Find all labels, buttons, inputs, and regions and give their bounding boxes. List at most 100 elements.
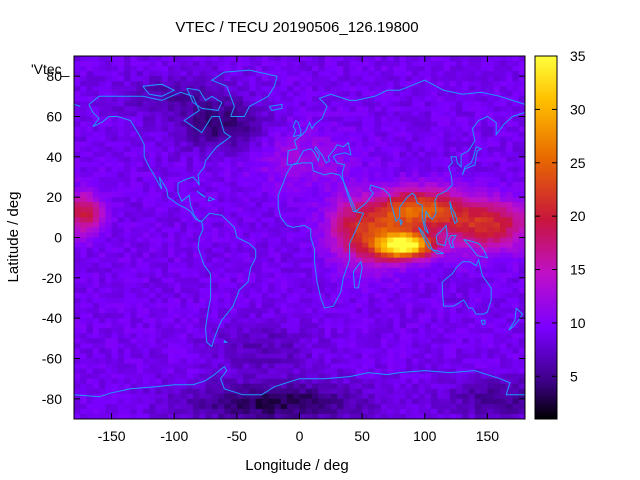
heatmap-cell xyxy=(418,116,426,123)
heatmap-cell xyxy=(105,156,113,163)
heatmap-cell xyxy=(468,202,476,208)
heatmap-cell xyxy=(431,66,438,72)
heatmap-cell xyxy=(405,101,413,108)
heatmap-cell xyxy=(149,242,157,249)
heatmap-cell xyxy=(80,368,88,375)
heatmap-cell xyxy=(111,56,119,62)
heatmap-cell xyxy=(449,378,457,385)
heatmap-cell xyxy=(117,61,125,67)
heatmap-cell xyxy=(337,56,344,62)
heatmap-cell xyxy=(462,398,470,405)
heatmap-cell xyxy=(117,66,125,72)
heatmap-cell xyxy=(74,373,81,380)
heatmap-cell xyxy=(493,212,501,218)
heatmap-cell xyxy=(449,192,457,198)
heatmap-cell xyxy=(468,222,476,229)
heatmap-cell xyxy=(368,212,376,218)
heatmap-cell xyxy=(368,187,376,193)
heatmap-cell xyxy=(230,308,238,314)
heatmap-cell xyxy=(368,303,376,309)
heatmap-cell xyxy=(380,111,388,118)
heatmap-cell xyxy=(230,368,238,375)
heatmap-cell xyxy=(261,252,269,259)
heatmap-cell xyxy=(111,187,119,193)
heatmap-cell xyxy=(230,111,238,118)
heatmap-cell xyxy=(180,287,188,294)
heatmap-cell xyxy=(418,388,426,395)
heatmap-cell xyxy=(337,131,344,138)
heatmap-cell xyxy=(174,56,182,62)
heatmap-cell xyxy=(249,121,257,128)
heatmap-cell xyxy=(155,308,163,314)
heatmap-cell xyxy=(399,373,407,380)
heatmap-cell xyxy=(506,338,514,344)
heatmap-cell xyxy=(468,378,476,385)
heatmap-cell xyxy=(424,126,432,133)
heatmap-cell xyxy=(186,267,194,274)
heatmap-cell xyxy=(293,86,301,92)
heatmap-cell xyxy=(180,277,188,284)
heatmap-cell xyxy=(193,333,200,339)
heatmap-cell xyxy=(205,111,213,118)
heatmap-cell xyxy=(167,277,175,284)
heatmap-cell xyxy=(418,136,426,143)
heatmap-cell xyxy=(111,156,119,163)
heatmap-cell xyxy=(199,146,207,153)
heatmap-cell xyxy=(99,71,106,77)
heatmap-cell xyxy=(293,151,301,158)
heatmap-cell xyxy=(355,328,363,334)
heatmap-cell xyxy=(380,242,388,249)
heatmap-cell xyxy=(499,298,507,304)
heatmap-cell xyxy=(305,232,313,239)
heatmap-cell xyxy=(180,187,188,193)
heatmap-cell xyxy=(286,101,294,108)
heatmap-cell xyxy=(286,136,294,143)
heatmap-cell xyxy=(236,388,244,395)
heatmap-cell xyxy=(99,197,106,203)
heatmap-cell xyxy=(249,166,257,173)
heatmap-cell xyxy=(293,292,301,299)
heatmap-cell xyxy=(343,247,351,254)
heatmap-cell xyxy=(80,56,88,62)
heatmap-cell xyxy=(243,126,250,133)
heatmap-cell xyxy=(312,212,319,218)
heatmap-cell xyxy=(230,262,238,269)
heatmap-cell xyxy=(362,141,369,148)
heatmap-cell xyxy=(174,222,182,229)
heatmap-cell xyxy=(468,197,476,203)
heatmap-cell xyxy=(343,61,351,67)
heatmap-cell xyxy=(312,363,319,370)
heatmap-cell xyxy=(230,126,238,133)
heatmap-cell xyxy=(255,177,263,183)
heatmap-cell xyxy=(362,156,369,163)
heatmap-cell xyxy=(380,318,388,324)
heatmap-cell xyxy=(236,247,244,254)
heatmap-cell xyxy=(512,56,520,62)
heatmap-cell xyxy=(324,202,332,208)
heatmap-cell xyxy=(199,383,207,390)
heatmap-cell xyxy=(324,393,332,400)
heatmap-cell xyxy=(167,76,175,82)
heatmap-cell xyxy=(424,292,432,299)
heatmap-cell xyxy=(506,212,514,218)
heatmap-cell xyxy=(261,91,269,97)
heatmap-cell xyxy=(468,267,476,274)
heatmap-cell xyxy=(305,247,313,254)
heatmap-cell xyxy=(280,368,288,375)
heatmap-cell xyxy=(236,111,244,118)
heatmap-cell xyxy=(518,91,525,97)
heatmap-cell xyxy=(487,101,495,108)
heatmap-cell xyxy=(74,242,81,249)
heatmap-cell xyxy=(312,76,319,82)
heatmap-cell xyxy=(431,101,438,108)
heatmap-cell xyxy=(506,166,514,173)
heatmap-cell xyxy=(506,298,514,304)
heatmap-cell xyxy=(299,292,307,299)
heatmap-cell xyxy=(193,116,200,123)
heatmap-cell xyxy=(449,212,457,218)
heatmap-cell xyxy=(355,383,363,390)
heatmap-cell xyxy=(243,222,250,229)
heatmap-cell xyxy=(493,353,501,360)
heatmap-cell xyxy=(243,161,250,168)
heatmap-cell xyxy=(330,116,338,123)
